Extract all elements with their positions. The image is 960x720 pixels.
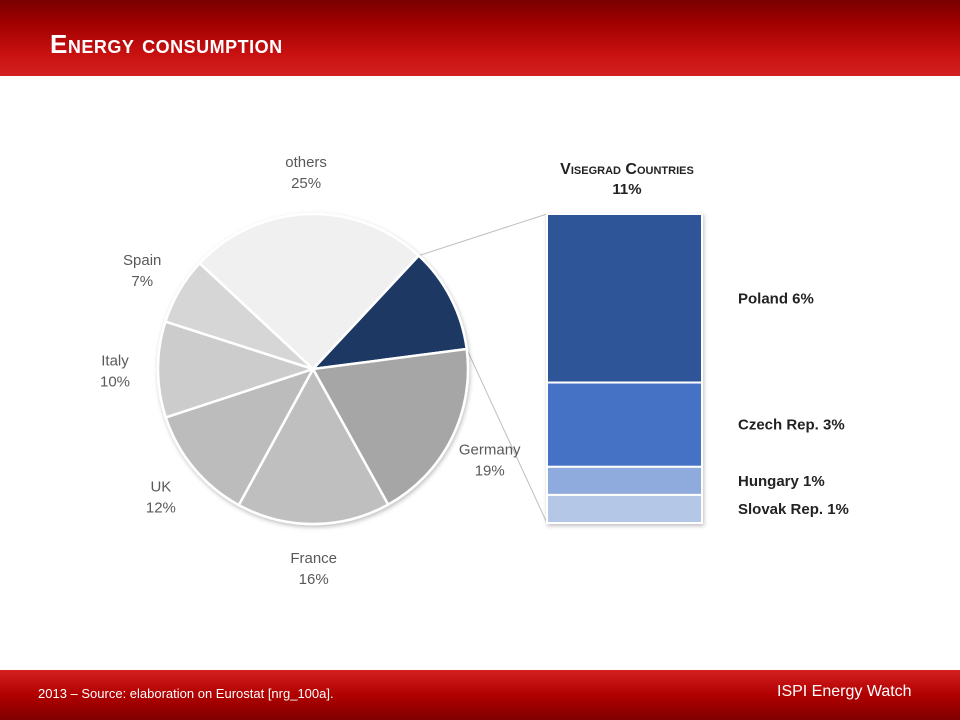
pie-chart (156, 212, 470, 526)
pie-value-uk: 12% (146, 500, 176, 517)
bar-segment-czech-rep (546, 381, 703, 468)
pie-slice-uk (164, 366, 316, 507)
visegrad-bar-labels: Poland 6% Czech Rep. 3% Hungary 1% Slovak R… (738, 290, 849, 518)
pie-label-spain: Spain (123, 252, 161, 269)
bar-label-slovak-rep: Slovak Rep. 1% (738, 501, 849, 518)
pie-label-france: France (290, 550, 337, 567)
visegrad-title: Visegrad Countries 11% (527, 161, 727, 198)
bar-label-poland: Poland 6% (738, 290, 814, 307)
brand-label: ISPI Energy Watch (777, 683, 912, 700)
pie-slice-germany (311, 347, 470, 507)
visegrad-stacked-bar (546, 213, 703, 524)
bar-label-czech-rep: Czech Rep. 3% (738, 417, 845, 434)
pie-label-others: others (285, 154, 327, 171)
slide-title: Energy consumption (50, 29, 283, 59)
footer-bar (0, 670, 960, 720)
bar-segment-hungary (546, 465, 703, 496)
header-bar: Energy consumption (0, 0, 960, 76)
pie-value-others: 25% (291, 175, 321, 192)
pie-value-italy: 10% (100, 374, 130, 391)
pie-label-germany: Germany (459, 441, 521, 458)
visegrad-title-text: Visegrad Countries (560, 161, 694, 178)
pie-labels: others 25% Germany 19% France 16% UK 12% Italy 10… (100, 154, 521, 588)
bar-segment-slovak-rep (546, 493, 703, 524)
pie-label-uk: UK (150, 479, 171, 496)
bar-segment-poland (546, 213, 703, 384)
pie-value-france: 16% (299, 571, 329, 588)
visegrad-total-label: 11% (612, 181, 642, 198)
pie-value-germany: 19% (475, 462, 505, 479)
source-note: 2013 – Source: elaboration on Eurostat [… (38, 686, 334, 701)
connector-line-top (418, 213, 548, 257)
pie-label-italy: Italy (101, 353, 129, 370)
pie-slice-italy (156, 320, 318, 419)
connector-line-bottom (466, 348, 548, 524)
pie-slice-others (197, 212, 421, 371)
pie-slice-spain (163, 261, 314, 371)
bar-label-hungary: Hungary 1% (738, 473, 825, 490)
connector-lines (418, 213, 548, 524)
pie-slice-visegrad-countries (309, 253, 469, 371)
pie-slice-france (237, 366, 390, 526)
pie-value-spain: 7% (131, 273, 153, 290)
